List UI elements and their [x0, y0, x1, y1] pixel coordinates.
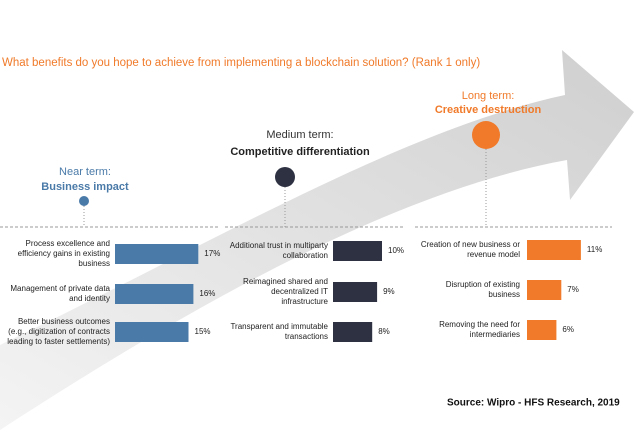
- phase-subtitle: Creative destruction: [435, 104, 542, 116]
- bar: [333, 241, 382, 261]
- value-label: 16%: [199, 289, 215, 298]
- category-label: Process excellence and efficiency gains …: [17, 239, 110, 268]
- bar: [115, 284, 194, 304]
- category-label: Management of private data and identity: [10, 284, 110, 303]
- arrow: [0, 50, 634, 430]
- bar: [527, 320, 557, 340]
- phase-title: Long term:: [462, 90, 515, 102]
- phase-title: Near term:: [59, 166, 111, 178]
- bar: [333, 282, 378, 302]
- value-label: 15%: [195, 327, 211, 336]
- value-label: 9%: [383, 287, 395, 296]
- value-label: 6%: [562, 325, 574, 334]
- chart-title: What benefits do you hope to achieve fro…: [2, 57, 480, 69]
- milestone-dot: [79, 196, 89, 206]
- phase-subtitle: Business impact: [41, 181, 129, 193]
- source: Source: Wipro - HFS Research, 2019: [447, 398, 620, 409]
- phase-subtitle: Competitive differentiation: [230, 146, 370, 158]
- value-label: 17%: [204, 249, 220, 258]
- bar: [527, 240, 581, 260]
- value-label: 8%: [378, 327, 390, 336]
- bar: [115, 322, 189, 342]
- bar: [527, 280, 562, 300]
- milestone-dot: [275, 167, 295, 187]
- category-label: Creation of new business or revenue mode…: [420, 240, 520, 259]
- category-label: Removing the need for intermediaries: [439, 320, 520, 339]
- category-label: Transparent and immutable transactions: [230, 322, 328, 341]
- value-label: 10%: [388, 246, 404, 255]
- value-label: 7%: [567, 285, 579, 294]
- category-label: Reimagined shared and decentralized IT i…: [243, 277, 328, 306]
- bar: [115, 244, 199, 264]
- bar: [333, 322, 373, 342]
- milestone-dot: [472, 121, 500, 149]
- value-label: 11%: [587, 245, 602, 254]
- category-label: Additional trust in multiparty collabora…: [229, 241, 328, 260]
- phase-title: Medium term:: [266, 129, 333, 141]
- category-label: Better business outcomes (e.g., digitiza…: [7, 317, 110, 346]
- category-label: Disruption of existing business: [445, 280, 520, 299]
